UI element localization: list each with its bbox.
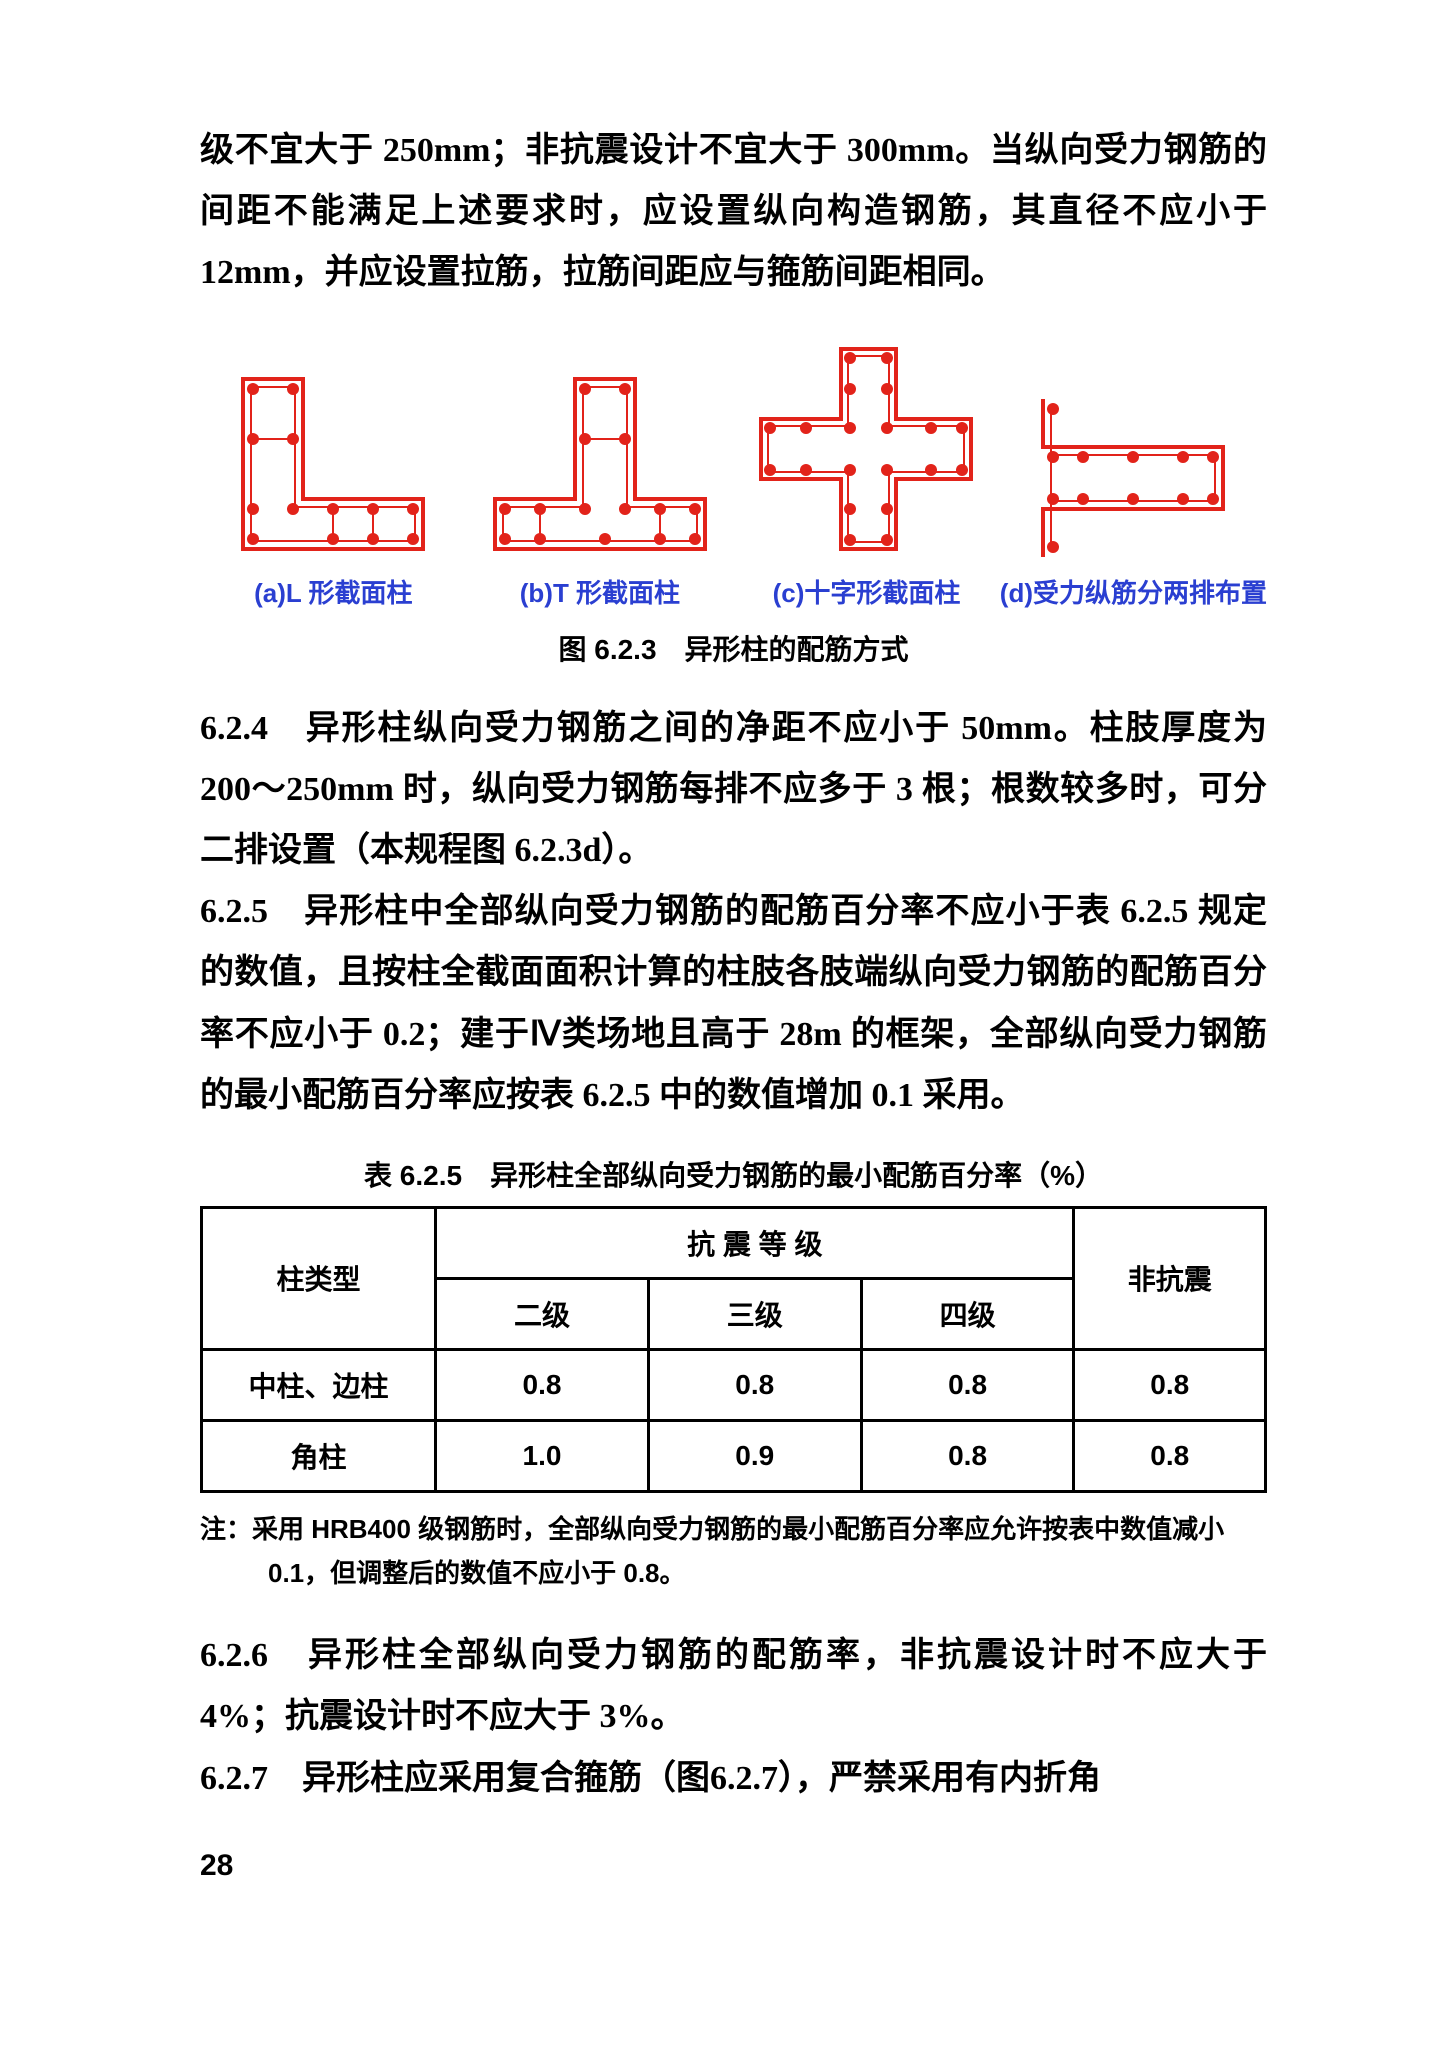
table-note: 注：采用 HRB400 级钢筋时，全部纵向受力钢筋的最小配筋百分率应允许按表中数…	[200, 1507, 1267, 1595]
page-root: 级不宜大于 250mm；非抗震设计不宜大于 300mm。当纵向受力钢筋的间距不能…	[0, 0, 1447, 1943]
para-625: 6.2.5 异形柱中全部纵向受力钢筋的配筋百分率不应小于表 6.2.5 规定的数…	[200, 881, 1267, 1126]
figure-b: (b)T 形截面柱	[467, 359, 734, 610]
text-627: 异形柱应采用复合箍筋（图6.2.7），严禁采用有内折角	[268, 1760, 1101, 1797]
cell-type: 角柱	[202, 1420, 436, 1491]
table-head: 柱类型 抗 震 等 级 非抗震 二级 三级 四级	[202, 1207, 1266, 1349]
figure-c-text: 十字形截面柱	[804, 578, 960, 608]
cell-l3: 0.9	[648, 1420, 861, 1491]
th-type: 柱类型	[202, 1207, 436, 1349]
th-seismic: 抗 震 等 级	[436, 1207, 1074, 1278]
figure-b-tag: (b)	[520, 578, 553, 608]
table-row: 中柱、边柱 0.8 0.8 0.8 0.8	[202, 1349, 1266, 1420]
figure-b-label: (b)T 形截面柱	[520, 573, 680, 610]
cell-l4: 0.8	[861, 1349, 1074, 1420]
figure-d-tag: (d)	[1000, 578, 1033, 608]
num-627: 6.2.7	[200, 1760, 268, 1797]
table-head-row1: 柱类型 抗 震 等 级 非抗震	[202, 1207, 1266, 1278]
para-626: 6.2.6 异形柱全部纵向受力钢筋的配筋率，非抗震设计时不应大于 4%；抗震设计…	[200, 1625, 1267, 1747]
table-body: 中柱、边柱 0.8 0.8 0.8 0.8 角柱 1.0 0.9 0.8 0.8	[202, 1349, 1266, 1491]
table-625: 柱类型 抗 震 等 级 非抗震 二级 三级 四级 中柱、边柱 0.8 0.8 0…	[200, 1206, 1267, 1493]
figure-caption: 图 6.2.3 异形柱的配筋方式	[200, 628, 1267, 668]
figure-row: (a)L 形截面柱	[200, 339, 1267, 610]
figure-c-svg	[746, 339, 986, 559]
table-row: 角柱 1.0 0.9 0.8 0.8	[202, 1420, 1266, 1491]
num-625: 6.2.5	[200, 893, 268, 930]
figure-d-text: 受力纵筋分两排布置	[1033, 578, 1267, 608]
cell-l3: 0.8	[648, 1349, 861, 1420]
table-title: 表 6.2.5 异形柱全部纵向受力钢筋的最小配筋百分率（%）	[200, 1154, 1267, 1194]
figure-c-label: (c)十字形截面柱	[773, 573, 961, 610]
text-624: 异形柱纵向受力钢筋之间的净距不应小于 50mm。柱肢厚度为 200～250mm …	[200, 710, 1267, 869]
para-624: 6.2.4 异形柱纵向受力钢筋之间的净距不应小于 50mm。柱肢厚度为 200～…	[200, 698, 1267, 882]
cell-non: 0.8	[1074, 1349, 1266, 1420]
text-625: 异形柱中全部纵向受力钢筋的配筋百分率不应小于表 6.2.5 规定的数值，且按柱全…	[200, 893, 1267, 1114]
figure-d-label: (d)受力纵筋分两排布置	[1000, 573, 1267, 610]
th-l4: 四级	[861, 1278, 1074, 1349]
th-l2: 二级	[436, 1278, 649, 1349]
figure-a-text: L 形截面柱	[286, 578, 413, 608]
intro-paragraph: 级不宜大于 250mm；非抗震设计不宜大于 300mm。当纵向受力钢筋的间距不能…	[200, 120, 1267, 304]
cell-l2: 1.0	[436, 1420, 649, 1491]
figure-a-svg	[223, 359, 443, 559]
para-627: 6.2.7 异形柱应采用复合箍筋（图6.2.7），严禁采用有内折角	[200, 1748, 1267, 1809]
figure-b-svg	[480, 359, 720, 559]
cell-non: 0.8	[1074, 1420, 1266, 1491]
figure-a: (a)L 形截面柱	[200, 359, 467, 610]
cell-l2: 0.8	[436, 1349, 649, 1420]
text-626: 异形柱全部纵向受力钢筋的配筋率，非抗震设计时不应大于 4%；抗震设计时不应大于 …	[200, 1637, 1267, 1735]
cell-l4: 0.8	[861, 1420, 1074, 1491]
th-l3: 三级	[648, 1278, 861, 1349]
figure-a-label: (a)L 形截面柱	[254, 573, 412, 610]
figure-a-tag: (a)	[254, 578, 286, 608]
num-624: 6.2.4	[200, 710, 268, 747]
num-626: 6.2.6	[200, 1637, 268, 1674]
figure-d-svg	[1023, 359, 1243, 559]
figure-d: (d)受力纵筋分两排布置	[1000, 359, 1267, 610]
page-number: 28	[200, 1849, 1267, 1883]
th-nonseismic: 非抗震	[1074, 1207, 1266, 1349]
figure-c-tag: (c)	[773, 578, 805, 608]
figure-b-text: T 形截面柱	[553, 578, 680, 608]
figure-c: (c)十字形截面柱	[733, 339, 1000, 610]
cell-type: 中柱、边柱	[202, 1349, 436, 1420]
